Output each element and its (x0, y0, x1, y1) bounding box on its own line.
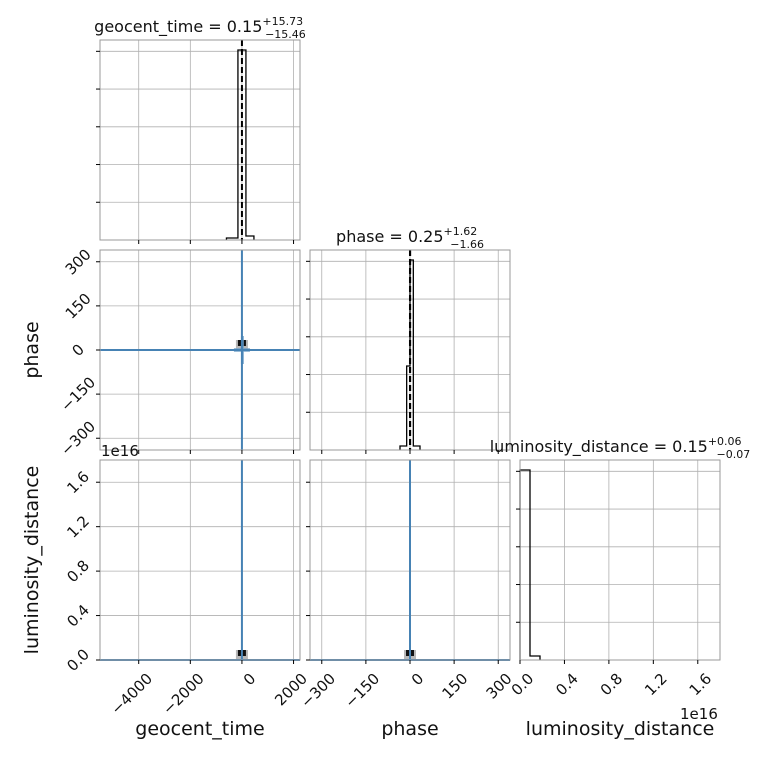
y-tick-label-phase: 300 (62, 245, 95, 278)
ylabel-phase: phase (21, 321, 43, 378)
title-geocent-time: geocent_time = 0.15+15.73 −15.46 (94, 15, 306, 41)
x-tick-label-phase: 150 (439, 670, 472, 703)
x-tick-label-luminosity-distance: 0.8 (597, 670, 627, 700)
xlabel-geocent-time: geocent_time (135, 718, 264, 740)
y-tick-label-phase: −150 (57, 373, 99, 415)
panel-frame (99, 459, 301, 661)
ylabel-luminosity-distance: luminosity_distance (21, 466, 43, 655)
histogram-luminosity-distance (519, 469, 541, 660)
x-tick-label-luminosity-distance: 1.2 (641, 670, 671, 700)
x-tick-label-phase: −150 (341, 670, 383, 712)
offset-label-x: 1e16 (680, 705, 718, 723)
panel-frame (519, 459, 721, 661)
marks-layer (100, 40, 541, 661)
x-tick-label-geocent-time: 0 (240, 670, 259, 689)
y-tick-label-phase: −300 (57, 417, 99, 459)
x-tick-label-luminosity-distance: 1.6 (686, 670, 716, 700)
title-phase: phase = 0.25+1.62 −1.66 (336, 225, 484, 251)
y-tick-label-luminosity-distance: 1.2 (63, 512, 93, 542)
title-luminosity-distance: luminosity_distance = 0.15+0.06 −0.07 (490, 435, 751, 461)
offset-label-y: 1e16 (101, 442, 139, 460)
xlabel-phase: phase (381, 718, 438, 740)
y-tick-label-luminosity-distance: 0.0 (63, 645, 93, 675)
y-tick-label-luminosity-distance: 0.8 (63, 556, 93, 586)
x-tick-label-phase: 0 (408, 670, 427, 689)
y-tick-label-luminosity-distance: 0.4 (63, 601, 93, 631)
histogram-geocent-time (225, 49, 255, 240)
panel-frame (99, 39, 301, 241)
xlabel-luminosity-distance: luminosity_distance (526, 718, 715, 740)
y-tick-label-phase: 0 (68, 340, 87, 359)
y-tick-label-luminosity-distance: 1.6 (63, 468, 93, 498)
x-tick-label-geocent-time: −2000 (159, 670, 208, 719)
x-tick-label-luminosity-distance: 0.4 (552, 670, 582, 700)
x-tick-label-luminosity-distance: 0.0 (508, 670, 538, 700)
x-tick-label-geocent-time: −4000 (107, 670, 156, 719)
y-tick-label-phase: 150 (62, 290, 95, 323)
